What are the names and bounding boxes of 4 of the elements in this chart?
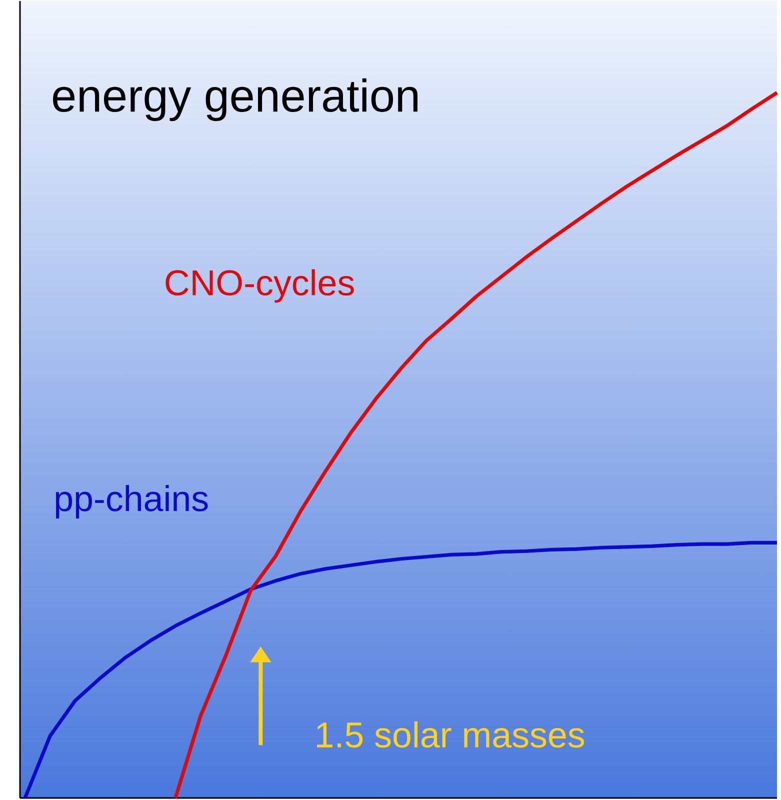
text: CNO-cycles (166, 269, 354, 303)
chart-title: energy generation (53, 78, 418, 122)
annotation: 1.5 solar masses (317, 721, 584, 748)
text: pp-chains (56, 485, 208, 518)
